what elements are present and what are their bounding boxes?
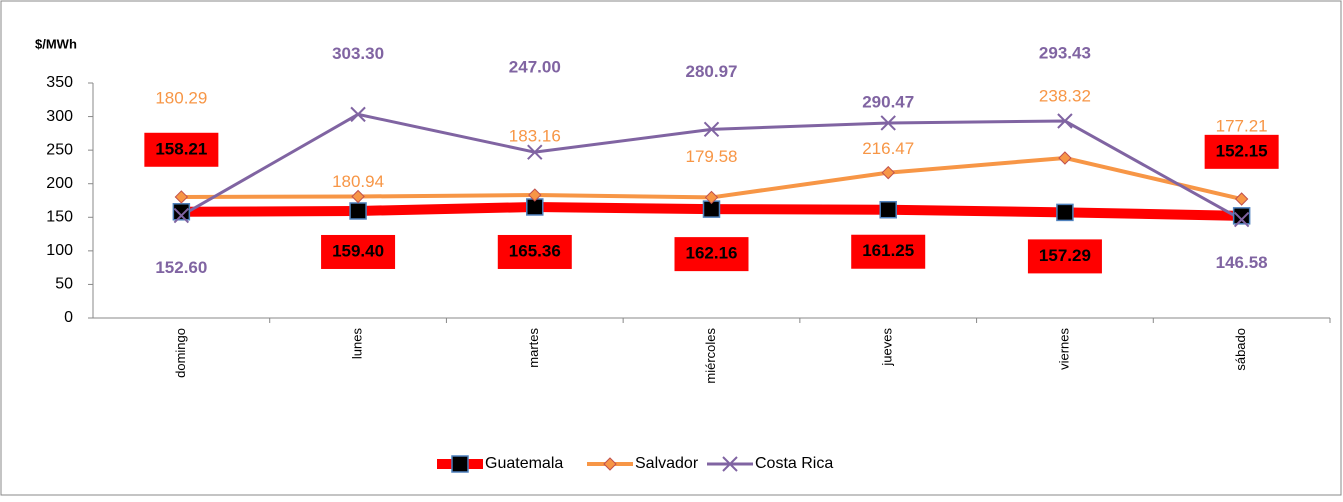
legend-marker [722,456,738,472]
data-label-box [851,234,926,269]
data-label: 183.16 [509,127,561,146]
y-tick-label: 200 [46,175,73,192]
data-label: 293.43 [1039,43,1091,62]
data-label: 161.25 [862,241,914,260]
point-marker [172,203,191,221]
y-axis-label: $/MWh [35,36,77,51]
data-label-box [321,234,396,269]
point-marker [879,200,897,219]
x-tick-label: sábado [1233,328,1248,371]
point-marker [704,190,719,205]
point-marker [351,189,365,204]
data-label: 216.47 [862,139,914,158]
legend-marker [451,455,469,473]
point-marker [1233,211,1250,228]
data-label: 165.36 [509,241,561,260]
point-marker [349,202,367,220]
data-label-box [144,132,219,167]
y-tick-label: 50 [55,276,73,293]
data-label: 146.58 [1216,253,1268,272]
point-marker [527,144,543,160]
legend-item: Guatemala [437,455,563,473]
y-tick-label: 350 [46,74,73,91]
data-label: 180.29 [155,88,207,107]
legend-label: Costa Rica [755,455,833,472]
data-label: 290.47 [862,92,914,111]
data-label: 303.30 [332,44,384,63]
point-marker [1058,151,1072,165]
y-tick-label: 100 [46,242,73,259]
x-tick-label: lunes [350,328,365,360]
point-marker [881,165,895,180]
point-marker [528,188,542,202]
legend-label: Guatemala [485,455,563,472]
data-label: 152.15 [1216,141,1268,160]
point-marker [703,121,720,138]
data-label: 158.21 [155,139,207,158]
y-tick-label: 0 [64,309,73,326]
data-label: 238.32 [1039,86,1091,105]
legend-item: Costa Rica [707,455,833,472]
data-label: 162.16 [686,244,738,263]
point-marker [350,106,366,123]
data-label-box [1027,239,1102,274]
data-label-box [1204,134,1279,169]
data-label: 159.40 [332,241,384,260]
data-label: 157.29 [1039,246,1091,265]
point-marker [880,115,896,131]
data-label: 177.21 [1216,117,1268,136]
point-marker [1232,207,1251,225]
y-tick-label: 250 [46,141,73,158]
data-label: 280.97 [686,62,738,81]
data-label: 179.58 [686,147,738,166]
legend-item: Salvador [587,455,699,472]
x-tick-label: viernes [1056,328,1071,370]
x-tick-label: miércoles [703,328,718,384]
legend-label: Salvador [635,455,699,472]
data-label: 180.94 [332,172,384,191]
data-label: 247.00 [509,58,561,77]
y-tick-label: 300 [46,108,73,125]
point-marker [1056,203,1074,222]
y-tick-label: 150 [46,209,73,226]
data-label: 152.60 [155,258,207,277]
x-tick-label: martes [526,328,541,368]
point-marker [1057,113,1073,129]
point-marker [173,207,190,224]
point-marker [174,190,189,204]
data-label-box [674,237,749,272]
x-tick-label: domingo [173,328,188,378]
x-tick-label: jueves [880,328,895,367]
legend-marker [603,457,617,471]
data-label-box [497,234,572,269]
point-marker [1234,192,1249,206]
